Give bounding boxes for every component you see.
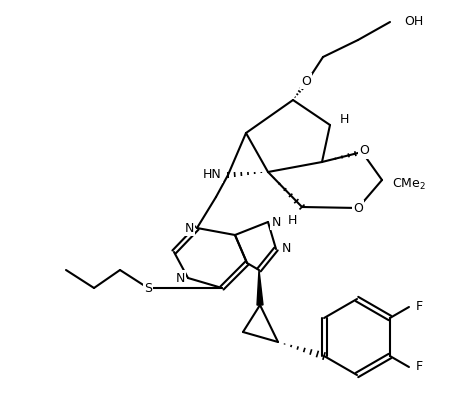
Text: O: O [352, 201, 362, 214]
Text: N: N [281, 242, 290, 255]
Text: O: O [300, 74, 310, 87]
Text: H: H [287, 214, 296, 227]
Text: O: O [358, 145, 368, 158]
Polygon shape [257, 270, 263, 305]
Text: HN: HN [203, 169, 222, 182]
Text: S: S [144, 282, 152, 296]
Text: F: F [415, 361, 422, 374]
Text: H: H [339, 113, 348, 126]
Text: N: N [175, 271, 184, 284]
Text: N: N [184, 221, 193, 234]
Text: F: F [415, 301, 422, 314]
Text: CMe$_2$: CMe$_2$ [391, 177, 425, 191]
Text: OH: OH [403, 15, 422, 28]
Text: N: N [271, 216, 280, 229]
